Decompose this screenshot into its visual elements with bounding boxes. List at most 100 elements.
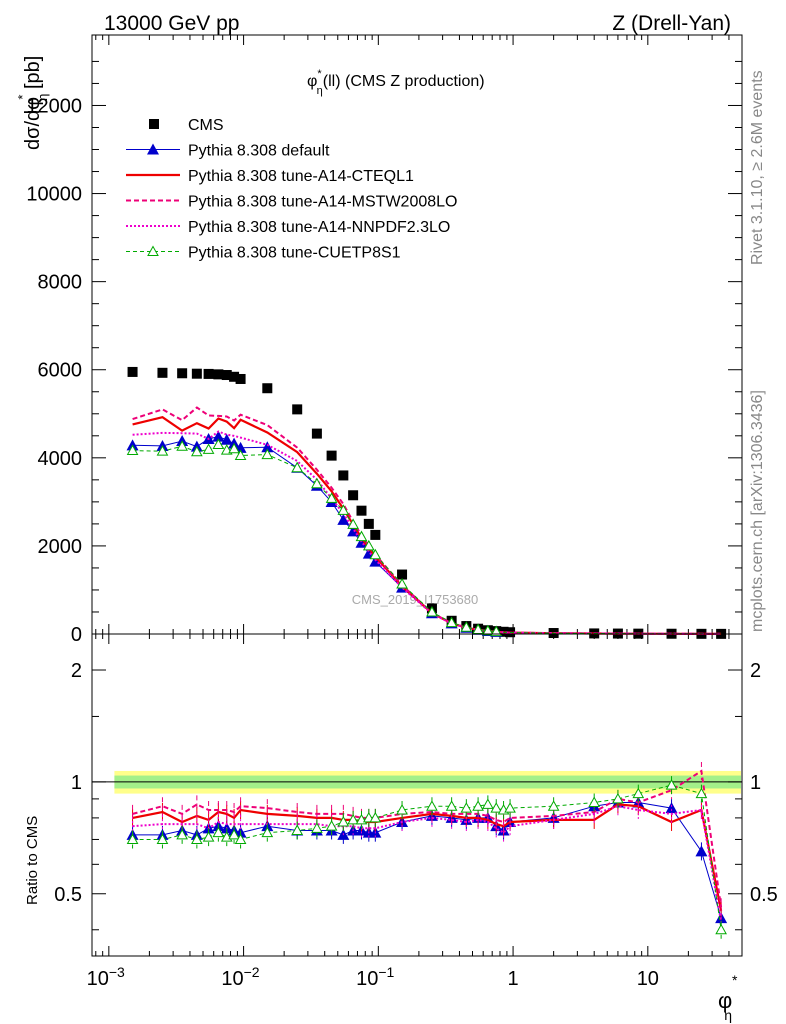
data-point	[292, 404, 303, 415]
series-line-ratio	[132, 805, 723, 923]
ratio-tick-label-right: 1	[750, 772, 761, 794]
data-point	[311, 428, 322, 439]
series-marker-main	[482, 624, 494, 636]
ratio-tick-label: 1	[71, 772, 82, 794]
series-marker-ratio	[715, 923, 727, 935]
series-marker-main	[156, 445, 169, 456]
series-marker-ratio	[695, 845, 708, 857]
series-marker-ratio	[337, 815, 350, 827]
series-marker-ratio	[291, 824, 304, 835]
data-point	[229, 371, 240, 382]
data-point	[356, 505, 367, 516]
data-series	[126, 366, 728, 939]
data-point	[348, 490, 359, 501]
series-marker-main	[490, 625, 503, 637]
mcplots-reference-label: mcplots.cern.ch [arXiv:1306.3436]	[749, 390, 766, 632]
legend-label: Pythia 8.308 tune-A14-MSTW2008LO	[188, 194, 457, 211]
data-point	[221, 370, 232, 381]
x-tick-label: 10−3	[87, 964, 125, 990]
series-marker-main	[234, 449, 247, 460]
series-marker-ratio	[504, 802, 516, 813]
series-marker-main	[220, 433, 233, 445]
y-tick-label: 6000	[38, 360, 83, 382]
y-axis-title: dσ/dφη* [pb]	[15, 56, 50, 150]
header-energy-label: 13000 GeV pp	[104, 12, 239, 35]
series-marker-main	[396, 578, 408, 589]
series-marker-main	[337, 513, 350, 525]
series-marker-ratio	[665, 802, 678, 814]
series-marker-main	[311, 477, 323, 489]
legend: CMS Pythia 8.308 default Pythia 8.308 tune…	[126, 117, 457, 262]
series-marker-main	[212, 438, 225, 449]
series-marker-main	[191, 445, 203, 457]
x-tick-label: 10−1	[356, 964, 394, 990]
series-marker-main	[228, 442, 240, 454]
data-point	[157, 367, 168, 378]
series-marker-ratio	[612, 792, 624, 804]
data-point	[127, 366, 138, 377]
series-marker-main	[460, 621, 473, 632]
series-marker-main	[472, 623, 484, 634]
ratio-uncertainty-bands	[92, 770, 742, 794]
data-point	[370, 529, 381, 540]
data-point	[203, 368, 214, 379]
x-tick-label: 10−2	[221, 964, 259, 990]
ratio-tick-label-right: 2	[750, 660, 761, 682]
legend-marker	[149, 119, 159, 129]
ratio-plot-frame	[91, 633, 743, 957]
header-process-label: Z (Drell-Yan)	[612, 12, 731, 35]
data-point	[326, 450, 337, 461]
series-marker-ratio	[445, 800, 458, 811]
y-tick-label: 10000	[26, 184, 82, 206]
axes-ticks: 10−3 10−2 10−1 1 100200040006000800010000120…	[26, 35, 778, 990]
series-marker-main	[355, 530, 368, 542]
y-tick-label: 4000	[38, 448, 83, 470]
legend-label: CMS	[188, 117, 224, 134]
y-tick-label: 12000	[26, 95, 82, 117]
series-marker-main	[202, 443, 215, 454]
series-marker-ratio	[156, 833, 169, 844]
series-marker-ratio	[228, 828, 240, 840]
series-marker-ratio	[665, 779, 678, 790]
series-marker-ratio	[191, 833, 203, 844]
data-point	[213, 369, 224, 380]
x-axis-title-star: *	[732, 972, 738, 988]
legend-label: Pythia 8.308 default	[188, 143, 330, 160]
series-marker-main	[176, 440, 188, 451]
series-marker-main	[291, 461, 304, 473]
series-marker-ratio	[176, 828, 188, 840]
series-marker-main	[261, 448, 274, 460]
series-marker-ratio	[261, 826, 274, 838]
data-point	[397, 569, 408, 580]
data-point	[177, 368, 188, 379]
legend-label: Pythia 8.308 tune-CUETP8S1	[188, 245, 401, 262]
x-tick-label: 10	[637, 968, 659, 990]
rivet-version-label: Rivet 3.1.10, ≥ 2.6M events	[749, 70, 766, 265]
series-marker-ratio	[695, 787, 708, 799]
series-marker-ratio	[426, 800, 438, 811]
series-marker-ratio	[472, 800, 484, 811]
series-marker-ratio	[632, 787, 645, 799]
series-marker-main	[445, 616, 458, 628]
ratio-tick-label: 2	[71, 660, 82, 682]
data-point	[191, 368, 202, 379]
series-marker-ratio	[369, 811, 382, 823]
series-marker-ratio	[460, 802, 473, 813]
series-marker-main	[337, 504, 350, 515]
series-marker-ratio	[212, 826, 225, 838]
series-marker-ratio	[234, 833, 247, 844]
series-marker-ratio	[396, 803, 408, 815]
series-marker-main	[126, 444, 139, 456]
series-marker-main	[212, 430, 225, 442]
series-marker-main	[347, 518, 359, 529]
series-marker-ratio	[311, 822, 323, 833]
y-tick-label: 0	[71, 624, 82, 646]
legend-label: Pythia 8.308 tune-A14-CTEQL1	[188, 168, 414, 185]
ratio-tick-label-right: 0.5	[750, 884, 778, 906]
series-marker-ratio	[126, 833, 139, 844]
series-marker-ratio	[202, 831, 215, 842]
series-marker-main	[325, 492, 338, 503]
series-marker-main	[261, 441, 274, 453]
